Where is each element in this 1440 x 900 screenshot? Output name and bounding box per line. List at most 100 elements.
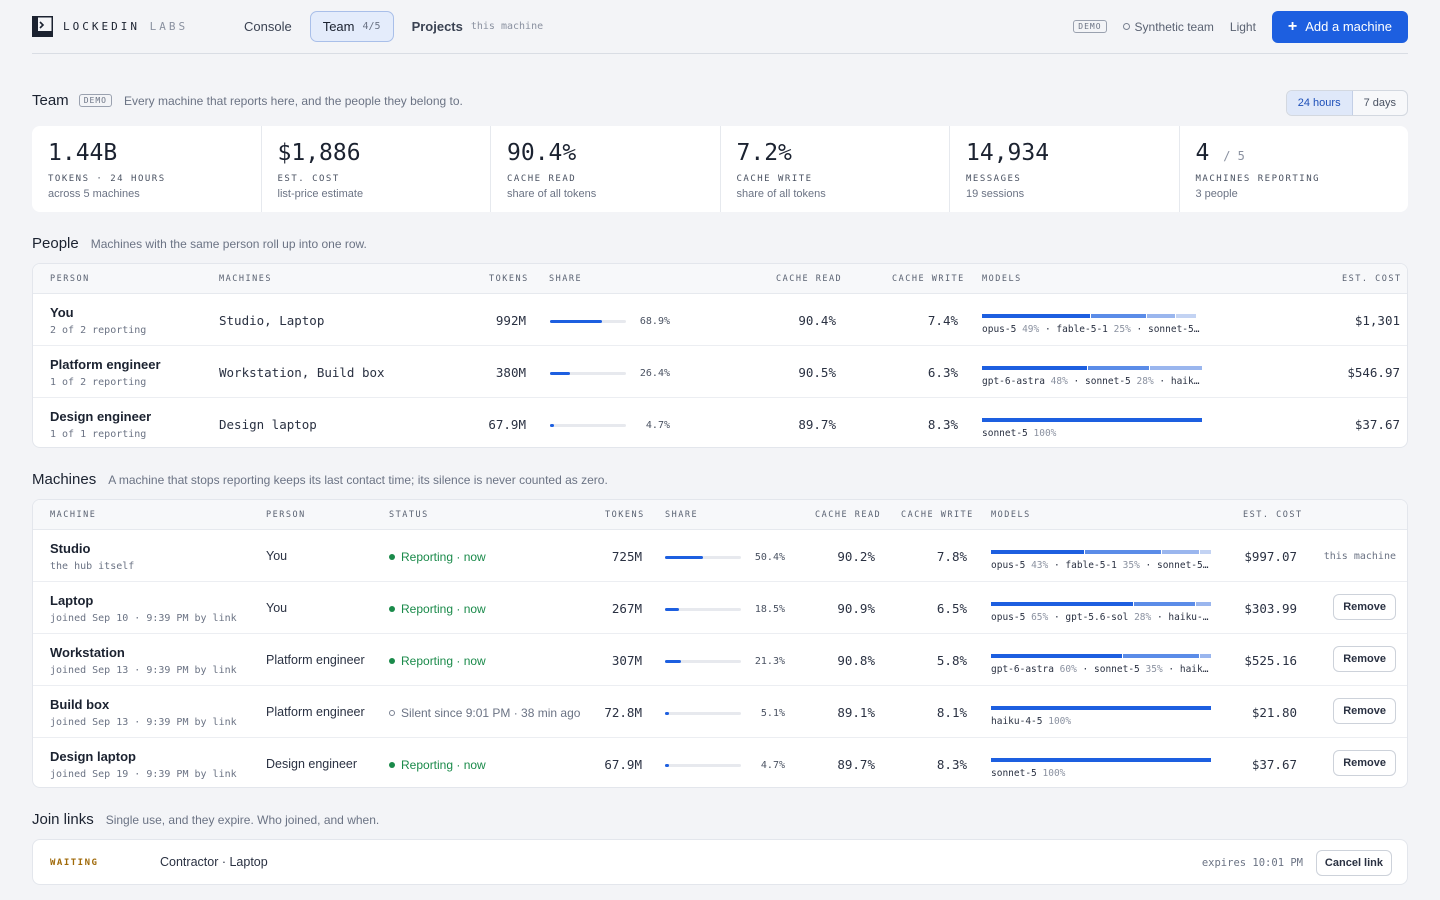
stat-card: 90.4% CACHE READ share of all tokens xyxy=(491,126,721,212)
model-mix-text: opus-5 49% · fable-5-1 25% · sonnet-5… xyxy=(982,324,1200,335)
col-tokens[interactable]: TOKENS xyxy=(489,274,529,284)
machine-row[interactable]: Build box joined Sep 13 · 9:39 PM by link… xyxy=(33,686,1407,738)
machine-cell: Build box joined Sep 13 · 9:39 PM by link xyxy=(50,697,237,728)
model-share: 35% xyxy=(1145,664,1163,675)
stat-card: $1,886 EST. COST list-price estimate xyxy=(262,126,491,212)
cache-write: 6.3% xyxy=(927,365,958,380)
col-cache-read[interactable]: CACHE READ xyxy=(815,510,882,520)
col-cache-read[interactable]: CACHE READ xyxy=(776,274,843,284)
machine-row[interactable]: Design laptop joined Sep 19 · 9:39 PM by … xyxy=(33,738,1407,787)
est-cost: $37.67 xyxy=(1354,417,1400,432)
person-row[interactable]: Design engineer 1 of 1 reporting Design la… xyxy=(33,398,1407,447)
machine-name[interactable]: Build box xyxy=(50,697,110,712)
person-name[interactable]: You xyxy=(50,305,74,320)
model-mix-segment xyxy=(991,706,1211,710)
brand-name: LOCKEDIN LABS xyxy=(63,20,189,33)
remove-machine-button[interactable]: Remove xyxy=(1333,698,1396,724)
range-7-days[interactable]: 7 days xyxy=(1363,97,1396,109)
share-bar-fill xyxy=(550,424,554,427)
machine-cell: Laptop joined Sep 10 · 9:39 PM by link xyxy=(50,593,237,624)
model-mix-text: sonnet-5 100% xyxy=(982,428,1202,439)
stat-subtext: share of all tokens xyxy=(507,188,597,200)
model-mix-segment xyxy=(1176,314,1197,318)
team-description: Every machine that reports here, and the… xyxy=(123,93,463,108)
add-machine-button[interactable]: + Add a machine xyxy=(1271,10,1408,43)
plus-icon: + xyxy=(1287,17,1298,35)
machine-joined: joined Sep 10 · 9:39 PM by link xyxy=(50,613,237,624)
machine-tokens: 725M xyxy=(611,549,642,564)
person-name[interactable]: Platform engineer xyxy=(50,357,161,372)
person-machines: Design laptop xyxy=(219,417,317,432)
machine-name[interactable]: Workstation xyxy=(50,645,125,660)
col-est-cost[interactable]: EST. COST xyxy=(1243,510,1303,520)
model-name: haik… xyxy=(1179,664,1209,675)
col-status[interactable]: STATUS xyxy=(389,510,429,520)
est-cost: $525.16 xyxy=(1244,653,1297,668)
model-mix-bar xyxy=(991,550,1211,554)
model-share: 49% xyxy=(1022,324,1040,335)
share-bar xyxy=(550,424,626,427)
model-share: 100% xyxy=(1033,428,1057,439)
share-bar-fill xyxy=(665,764,669,767)
model-mix-segment xyxy=(1087,366,1149,370)
col-person[interactable]: PERSON xyxy=(266,510,306,520)
model-mix-segment xyxy=(1133,602,1195,606)
col-share[interactable]: SHARE xyxy=(665,510,699,520)
machine-name[interactable]: Laptop xyxy=(50,593,94,608)
nav-projects[interactable]: Projects this machine xyxy=(411,19,544,34)
people-section-header: People Machines with the same person rol… xyxy=(32,235,367,252)
nav-team[interactable]: Team 4/5 xyxy=(309,11,394,42)
model-mix-segment xyxy=(982,418,1202,422)
machine-name[interactable]: Design laptop xyxy=(50,749,136,764)
join-link-expiry: expires 10:01 PM xyxy=(1201,857,1303,869)
model-share: 60% xyxy=(1059,664,1077,675)
stat-label: MACHINES REPORTING xyxy=(1195,174,1321,184)
status-dot-icon xyxy=(389,658,395,664)
col-share[interactable]: SHARE xyxy=(549,274,583,284)
cancel-link-button[interactable]: Cancel link xyxy=(1315,850,1392,876)
reporting-count: 1 of 2 reporting xyxy=(50,377,147,388)
cache-read: 89.7% xyxy=(798,417,836,432)
person-name[interactable]: Design engineer xyxy=(50,409,152,424)
models-cell: opus-5 49% · fable-5-1 25% · sonnet-5… xyxy=(982,314,1202,335)
machine-status: Reporting · now xyxy=(389,758,486,772)
col-est-cost[interactable]: EST. COST xyxy=(1342,274,1402,284)
model-mix-text: gpt-6-astra 60% · sonnet-5 35% · haik… xyxy=(991,664,1209,675)
machine-row[interactable]: Laptop joined Sep 10 · 9:39 PM by link You… xyxy=(33,582,1407,634)
reporting-count: 2 of 2 reporting xyxy=(50,325,147,336)
remove-machine-button[interactable]: Remove xyxy=(1333,750,1396,776)
synthetic-team-toggle[interactable]: Synthetic team xyxy=(1122,20,1214,34)
machines-table-header: MACHINE PERSON STATUS TOKENS SHARE CACHE… xyxy=(33,500,1407,530)
person-cell: You 2 of 2 reporting xyxy=(50,305,146,336)
model-name: sonnet-5 xyxy=(982,428,1028,439)
nav-console[interactable]: Console xyxy=(244,19,292,34)
model-name: gpt-6-astra xyxy=(982,376,1045,387)
col-machine[interactable]: MACHINE xyxy=(50,510,97,520)
col-models[interactable]: MODELS xyxy=(982,274,1022,284)
col-cache-write[interactable]: CACHE WRITE xyxy=(901,510,974,520)
theme-toggle[interactable]: Light xyxy=(1229,19,1256,34)
machine-row[interactable]: Studio the hub itself You Reporting · now 72… xyxy=(33,530,1407,582)
person-row[interactable]: You 2 of 2 reporting Studio, Laptop 992M 68.… xyxy=(33,294,1407,346)
machines-section-header: Machines A machine that stops reporting … xyxy=(32,471,608,488)
join-link-status: WAITING xyxy=(50,858,99,868)
range-24-hours[interactable]: 24 hours xyxy=(1286,91,1353,115)
col-models[interactable]: MODELS xyxy=(991,510,1031,520)
brand[interactable]: LOCKEDIN LABS xyxy=(31,15,232,38)
model-name: gpt-6-astra xyxy=(991,664,1054,675)
machine-name[interactable]: Studio xyxy=(50,541,91,556)
person-row[interactable]: Platform engineer 1 of 2 reporting Worksta… xyxy=(33,346,1407,398)
col-person[interactable]: PERSON xyxy=(50,274,90,284)
share-bar-fill xyxy=(550,372,571,375)
col-cache-write[interactable]: CACHE WRITE xyxy=(892,274,965,284)
remove-machine-button[interactable]: Remove xyxy=(1333,646,1396,672)
machine-row[interactable]: Workstation joined Sep 13 · 9:39 PM by li… xyxy=(33,634,1407,686)
stat-total: / 5 xyxy=(1223,149,1245,163)
machine-person: Platform engineer xyxy=(266,705,365,719)
remove-machine-button[interactable]: Remove xyxy=(1333,594,1396,620)
col-machines[interactable]: MACHINES xyxy=(219,274,272,284)
stat-label: TOKENS · 24 HOURS xyxy=(48,174,166,184)
status-dot-icon xyxy=(389,762,395,768)
stat-value: 90.4% xyxy=(507,140,704,168)
col-tokens[interactable]: TOKENS xyxy=(605,510,645,520)
